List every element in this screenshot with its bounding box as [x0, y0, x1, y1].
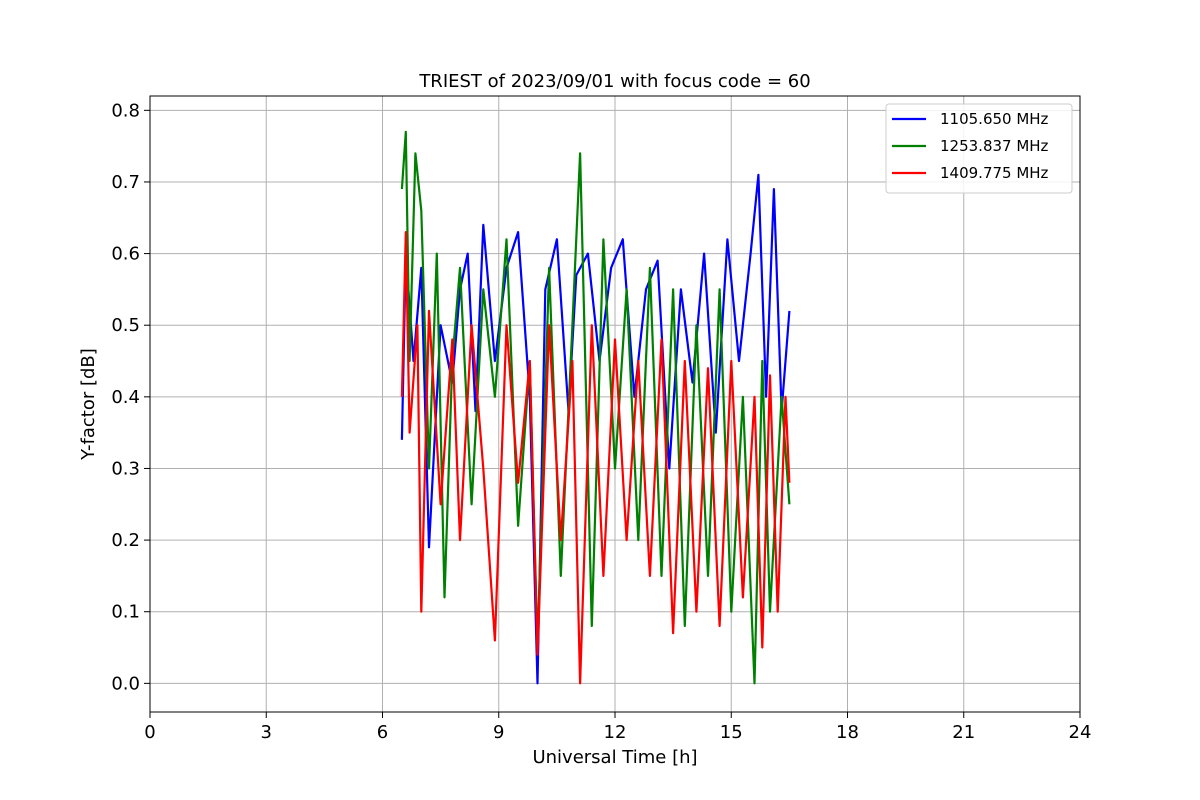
- y-axis-label: Y-factor [dB]: [78, 348, 99, 461]
- x-tick-label: 15: [720, 722, 743, 743]
- series-layer: [400, 130, 791, 685]
- y-tick-label: 0.4: [111, 387, 140, 408]
- x-axis: 0 3 6 9 12 15 18 21 24: [144, 712, 1091, 743]
- x-tick-label: 24: [1069, 722, 1092, 743]
- x-tick-label: 6: [377, 722, 388, 743]
- y-tick-label: 0.0: [111, 673, 140, 694]
- legend-label: 1253.837 MHz: [940, 137, 1049, 155]
- legend-box: [885, 103, 1073, 194]
- x-axis-label: Universal Time [h]: [532, 747, 697, 768]
- legend: 1105.650 MHz 1253.837 MHz 1409.775 MHz: [885, 103, 1073, 194]
- y-tick-label: 0.2: [111, 530, 140, 551]
- y-axis: 0.0 0.1 0.2 0.3 0.4 0.5 0.6 0.7 0.8: [111, 100, 150, 694]
- y-tick-label: 0.6: [111, 244, 140, 265]
- x-tick-label: 9: [493, 722, 504, 743]
- y-tick-label: 0.8: [111, 100, 140, 121]
- x-tick-label: 12: [604, 722, 627, 743]
- series-line-2: [400, 130, 791, 685]
- y-tick-label: 0.3: [111, 458, 140, 479]
- chart-title: TRIEST of 2023/09/01 with focus code = 6…: [418, 71, 810, 92]
- x-tick-label: 21: [952, 722, 975, 743]
- x-tick-label: 0: [144, 722, 155, 743]
- legend-label: 1105.650 MHz: [940, 110, 1049, 128]
- y-tick-label: 0.7: [111, 172, 140, 193]
- y-tick-label: 0.5: [111, 315, 140, 336]
- legend-label: 1409.775 MHz: [940, 164, 1049, 182]
- series-line-3: [400, 231, 791, 685]
- x-tick-label: 3: [261, 722, 272, 743]
- x-tick-label: 18: [836, 722, 859, 743]
- y-tick-label: 0.1: [111, 602, 140, 623]
